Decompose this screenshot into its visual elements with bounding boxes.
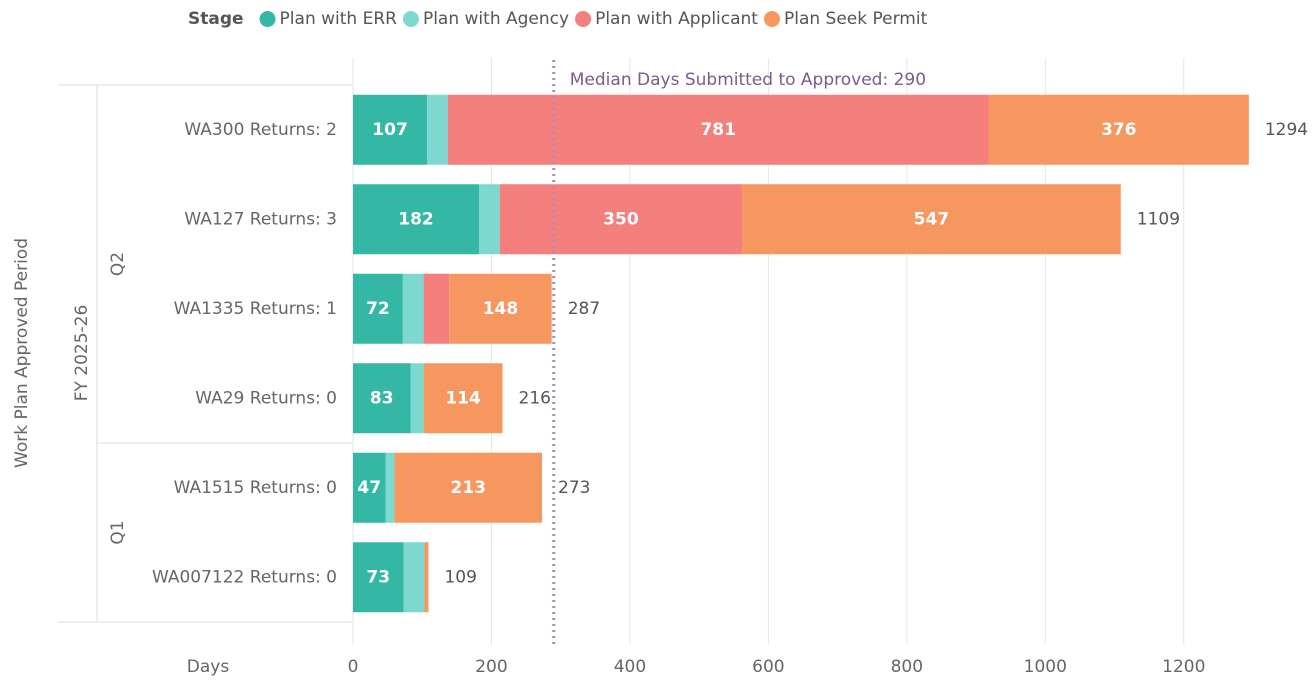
bar-segment bbox=[353, 94, 428, 165]
x-axis-label: Days bbox=[187, 657, 230, 677]
bar-segment bbox=[499, 184, 743, 255]
segment-label: 182 bbox=[398, 209, 434, 229]
bar-segment bbox=[353, 184, 479, 255]
segment-label: 213 bbox=[451, 478, 487, 498]
total-label: 1294 bbox=[1265, 120, 1308, 140]
segment-label: 350 bbox=[603, 209, 639, 229]
bar-segment bbox=[394, 452, 542, 523]
bar-segment bbox=[447, 94, 989, 165]
x-tick-label: 0 bbox=[348, 657, 359, 677]
y-tick-label: WA127 Returns: 3 bbox=[184, 209, 337, 229]
x-tick-label: 600 bbox=[752, 657, 784, 677]
reference-label: Median Days Submitted to Approved: 290 bbox=[570, 70, 926, 90]
legend-swatch bbox=[575, 11, 592, 27]
bar-segment bbox=[423, 363, 503, 434]
bar-segment bbox=[427, 94, 448, 165]
x-tick-label: 800 bbox=[891, 657, 923, 677]
total-label: 287 bbox=[568, 299, 600, 319]
legend-label: Plan with Agency bbox=[423, 9, 569, 29]
segment-label: 107 bbox=[372, 120, 408, 140]
segment-label: 73 bbox=[366, 567, 390, 587]
bar-segment bbox=[742, 184, 1121, 255]
legend-title: Stage bbox=[188, 9, 244, 29]
segment-label: 114 bbox=[445, 388, 481, 408]
quarter-label: Q2 bbox=[108, 252, 128, 276]
segment-label: 47 bbox=[357, 478, 381, 498]
y-tick-label: WA007122 Returns: 0 bbox=[152, 567, 337, 587]
x-tick-label: 400 bbox=[614, 657, 646, 677]
segment-label: 376 bbox=[1101, 120, 1137, 140]
bar-segment bbox=[988, 94, 1249, 165]
bar-segment bbox=[479, 184, 500, 255]
y-tick-label: WA1515 Returns: 0 bbox=[174, 478, 337, 498]
bar-segment bbox=[385, 452, 395, 523]
x-tick-label: 1200 bbox=[1162, 657, 1205, 677]
bar-segment bbox=[353, 452, 386, 523]
y-tick-label: WA1335 Returns: 1 bbox=[174, 299, 337, 319]
period-label: FY 2025-26 bbox=[72, 305, 92, 402]
legend-swatch bbox=[402, 11, 419, 27]
total-label: 1109 bbox=[1137, 209, 1180, 229]
bar-segment bbox=[423, 273, 450, 344]
bar-segment bbox=[353, 363, 411, 434]
segment-label: 781 bbox=[700, 120, 736, 140]
bar-segment bbox=[353, 542, 404, 613]
y-tick-label: WA300 Returns: 2 bbox=[184, 120, 337, 140]
y-axis-label: Work Plan Approved Period bbox=[12, 238, 32, 468]
total-label: 109 bbox=[444, 567, 476, 587]
y-tick-label: WA29 Returns: 0 bbox=[195, 388, 337, 408]
total-label: 216 bbox=[519, 388, 551, 408]
bar-segment bbox=[353, 273, 403, 344]
segment-label: 72 bbox=[366, 299, 390, 319]
bar-segment bbox=[424, 542, 429, 613]
bar-segment bbox=[410, 363, 424, 434]
segment-label: 547 bbox=[914, 209, 950, 229]
legend-label: Plan Seek Permit bbox=[784, 9, 928, 29]
x-tick-label: 1000 bbox=[1024, 657, 1067, 677]
legend-swatch bbox=[259, 11, 276, 27]
bar-segment bbox=[449, 273, 552, 344]
segment-label: 148 bbox=[483, 299, 519, 319]
total-label: 273 bbox=[558, 478, 590, 498]
quarter-label: Q1 bbox=[108, 520, 128, 544]
x-tick-label: 200 bbox=[475, 657, 507, 677]
segment-label: 83 bbox=[370, 388, 394, 408]
legend-label: Plan with Applicant bbox=[595, 9, 758, 29]
legend-label: Plan with ERR bbox=[280, 9, 398, 29]
legend-swatch bbox=[763, 11, 780, 27]
bar-segment bbox=[403, 542, 425, 613]
bar-segment bbox=[402, 273, 424, 344]
